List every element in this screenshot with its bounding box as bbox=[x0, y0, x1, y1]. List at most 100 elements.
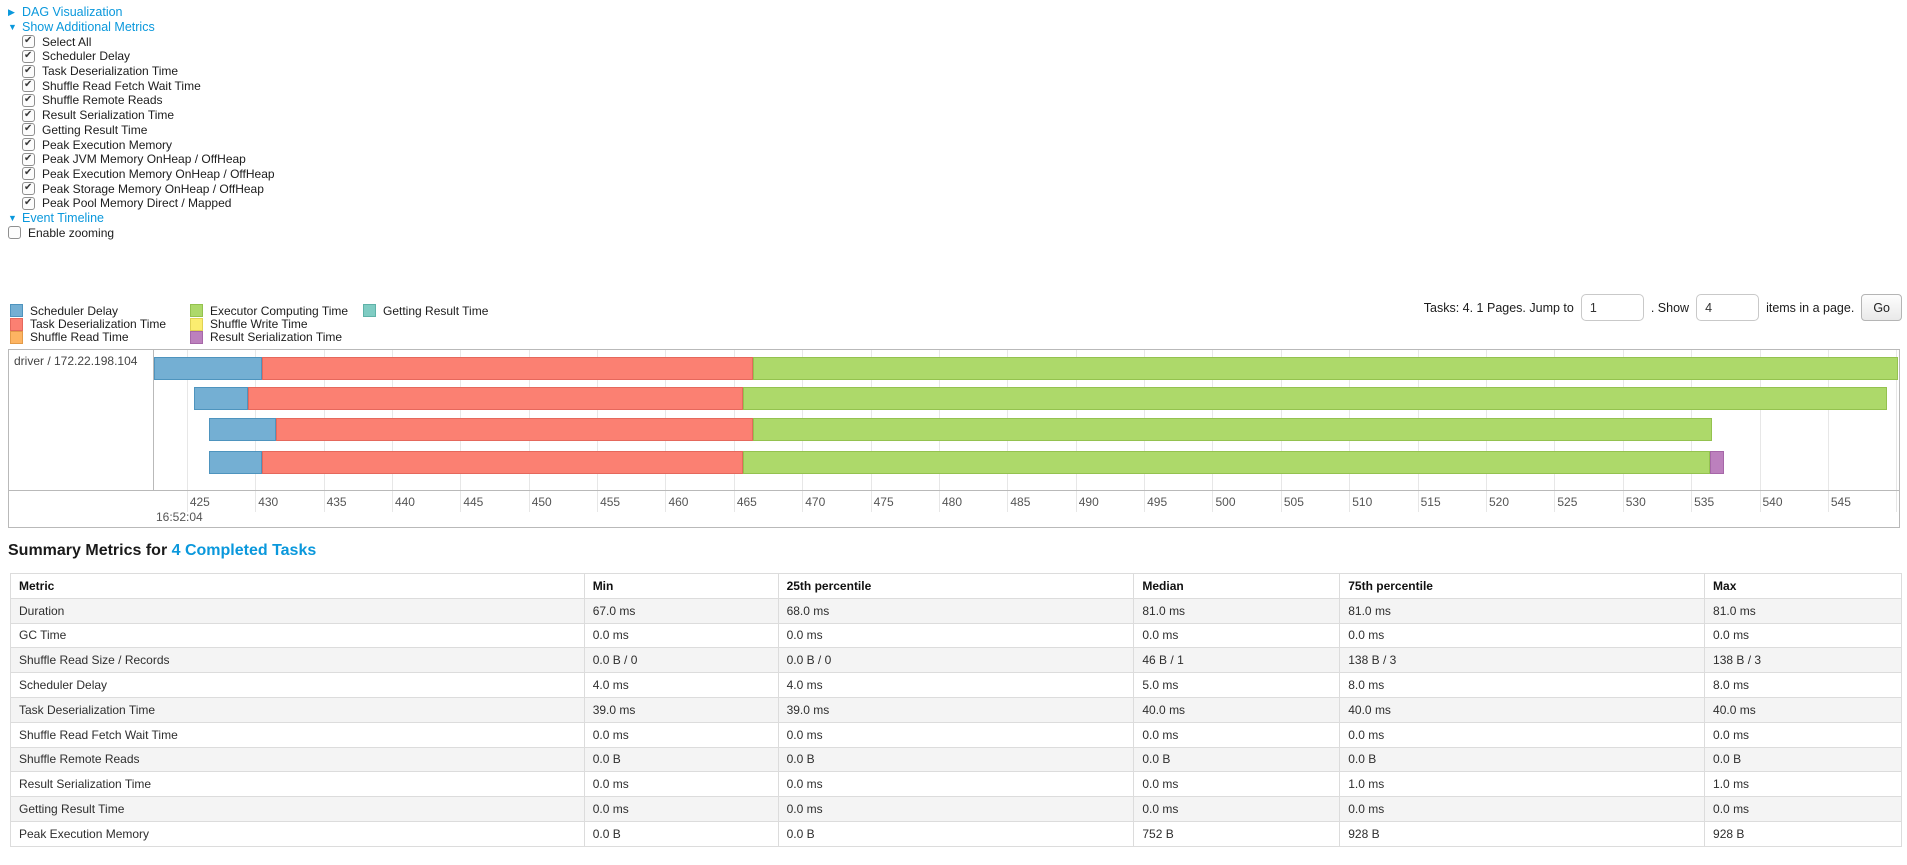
metric-checkbox-label: Select All bbox=[42, 34, 92, 49]
scheduler-delay-bar[interactable] bbox=[154, 357, 263, 380]
legend-item: Shuffle Read Time bbox=[10, 330, 190, 344]
executor-computing-bar[interactable] bbox=[743, 451, 1711, 474]
pagination-show-label: . Show bbox=[1650, 300, 1690, 315]
axis-tick-label: 505 bbox=[1283, 495, 1304, 509]
dag-visualization-link[interactable]: DAG Visualization bbox=[22, 5, 123, 20]
table-row: Shuffle Remote Reads 0.0 B 0.0 B 0.0 B 0.0 B… bbox=[10, 746, 1902, 773]
expand-arrow-icon: ▼ bbox=[8, 22, 17, 33]
axis-tick-label: 480 bbox=[941, 495, 962, 509]
metric-checkbox-item: Scheduler Delay bbox=[22, 49, 275, 64]
scheduler-delay-bar[interactable] bbox=[208, 451, 263, 474]
table-cell: 40.0 ms bbox=[1704, 696, 1902, 723]
executor-computing-bar[interactable] bbox=[743, 387, 1887, 410]
metric-checkbox-label: Shuffle Remote Reads bbox=[42, 93, 163, 108]
metric-checkbox[interactable] bbox=[22, 138, 35, 152]
axis-tick-label: 440 bbox=[394, 495, 415, 509]
metric-checkbox[interactable] bbox=[22, 123, 35, 137]
task-deserialization-bar[interactable] bbox=[275, 418, 753, 441]
legend-label: Result Serialization Time bbox=[210, 330, 343, 345]
axis-tick-label: 540 bbox=[1762, 495, 1783, 509]
scheduler-delay-bar[interactable] bbox=[193, 387, 249, 410]
table-row: Getting Result Time 0.0 ms 0.0 ms 0.0 ms 0.0… bbox=[10, 796, 1902, 822]
go-button[interactable]: Go bbox=[1861, 294, 1902, 321]
legend-item: Shuffle Write Time bbox=[190, 317, 363, 331]
metric-checkbox[interactable] bbox=[22, 93, 35, 107]
scheduler-delay-legend-swatch bbox=[10, 304, 23, 318]
axis-tick-label: 455 bbox=[600, 495, 621, 509]
table-cell: 0.0 ms bbox=[1704, 721, 1902, 748]
legend-label: Task Deserialization Time bbox=[30, 317, 167, 332]
table-cell: GC Time bbox=[10, 622, 585, 649]
legend-label: Scheduler Delay bbox=[30, 303, 119, 318]
metric-checkbox[interactable] bbox=[22, 167, 35, 181]
table-cell: 0.0 ms bbox=[1704, 622, 1902, 649]
table-row: GC Time 0.0 ms 0.0 ms 0.0 ms 0.0 ms 0.0 ms bbox=[10, 622, 1902, 649]
metric-checkbox-item: Peak JVM Memory OnHeap / OffHeap bbox=[22, 152, 275, 167]
table-header-cell: 25th percentile bbox=[777, 573, 1135, 599]
jump-to-page-input[interactable] bbox=[1580, 294, 1644, 321]
table-cell: 0.0 ms bbox=[777, 622, 1135, 649]
table-cell: 46 B / 1 bbox=[1133, 647, 1341, 674]
metric-checkbox-item: Task Deserialization Time bbox=[22, 64, 275, 79]
metric-checkbox[interactable] bbox=[22, 152, 35, 166]
table-cell: 0.0 ms bbox=[583, 771, 779, 798]
table-cell: 0.0 B / 0 bbox=[583, 647, 779, 674]
metric-checkbox-label: Scheduler Delay bbox=[42, 49, 131, 64]
metric-checkbox[interactable] bbox=[22, 35, 35, 49]
metric-checkbox-item: Peak Pool Memory Direct / Mapped bbox=[22, 196, 275, 211]
items-per-page-input[interactable] bbox=[1696, 294, 1760, 321]
metric-checkbox[interactable] bbox=[22, 182, 35, 196]
table-header-cell: Max bbox=[1704, 573, 1902, 599]
table-cell: 0.0 ms bbox=[1339, 622, 1706, 649]
table-cell: 928 B bbox=[1339, 820, 1706, 847]
table-cell: 0.0 ms bbox=[1704, 796, 1902, 822]
collapse-arrow-icon: ▶ bbox=[8, 6, 15, 17]
task-deserialization-bar[interactable] bbox=[248, 387, 744, 410]
axis-tick-label: 485 bbox=[1010, 495, 1031, 509]
axis-tick-label: 525 bbox=[1557, 495, 1578, 509]
axis-tick-label: 510 bbox=[1352, 495, 1373, 509]
table-cell: 39.0 ms bbox=[583, 696, 779, 723]
table-row: Shuffle Read Fetch Wait Time 0.0 ms 0.0 ms… bbox=[10, 721, 1902, 748]
scheduler-delay-bar[interactable] bbox=[208, 418, 276, 441]
table-cell: 0.0 B bbox=[1704, 746, 1902, 773]
expand-arrow-icon: ▼ bbox=[8, 212, 17, 223]
table-cell: 752 B bbox=[1133, 820, 1341, 847]
task-pagination: Tasks: 4. 1 Pages. Jump to . Show items … bbox=[1424, 294, 1902, 321]
executor-computing-legend-swatch bbox=[190, 304, 203, 318]
metric-checkbox-label: Getting Result Time bbox=[42, 122, 148, 137]
axis-tick-label: 475 bbox=[873, 495, 894, 509]
task-deserialization-bar[interactable] bbox=[262, 357, 753, 380]
axis-tick-label: 520 bbox=[1488, 495, 1510, 509]
metric-checkbox[interactable] bbox=[22, 64, 35, 78]
executor-computing-bar[interactable] bbox=[752, 418, 1712, 441]
event-timeline-link[interactable]: Event Timeline bbox=[22, 210, 104, 225]
completed-tasks-link[interactable]: 4 Completed Tasks bbox=[171, 542, 317, 559]
enable-zooming-checkbox[interactable] bbox=[8, 226, 21, 240]
metric-checkbox-item: Shuffle Remote Reads bbox=[22, 93, 275, 108]
table-cell: Getting Result Time bbox=[10, 796, 585, 822]
table-cell: 67.0 ms bbox=[583, 597, 779, 624]
metric-checkbox[interactable] bbox=[22, 196, 35, 210]
stage-page-controls: ▶ DAG Visualization ▼ Show Additional Me… bbox=[8, 5, 275, 240]
show-additional-metrics-link[interactable]: Show Additional Metrics bbox=[22, 20, 155, 35]
axis-tick-label: 435 bbox=[326, 495, 347, 509]
metric-checkbox[interactable] bbox=[22, 79, 35, 93]
executor-computing-bar[interactable] bbox=[752, 357, 1898, 380]
metric-checkbox-label: Peak Execution Memory OnHeap / OffHeap bbox=[42, 166, 275, 181]
axis-tick-label: 530 bbox=[1625, 495, 1646, 509]
axis-tick-label: 495 bbox=[1147, 495, 1168, 509]
event-timeline-chart: driver / 172.22.198.104 16:52:04 425 430 4… bbox=[8, 349, 1900, 528]
result-serialization-bar[interactable] bbox=[1710, 451, 1724, 474]
table-row: Task Deserialization Time 39.0 ms 39.0 ms 4… bbox=[10, 696, 1902, 723]
metric-checkbox-item: Select All bbox=[22, 34, 275, 49]
metric-checkbox[interactable] bbox=[22, 49, 35, 63]
metric-checkbox[interactable] bbox=[22, 108, 35, 122]
table-cell: 0.0 ms bbox=[1133, 622, 1341, 649]
metric-checkbox-label: Peak JVM Memory OnHeap / OffHeap bbox=[42, 152, 246, 167]
table-header-cell: Median bbox=[1133, 573, 1341, 599]
task-deserialization-bar[interactable] bbox=[262, 451, 744, 474]
table-cell: 8.0 ms bbox=[1339, 672, 1706, 698]
legend-item: Executor Computing Time bbox=[190, 304, 363, 318]
axis-major-time-label: 16:52:04 bbox=[156, 510, 203, 524]
